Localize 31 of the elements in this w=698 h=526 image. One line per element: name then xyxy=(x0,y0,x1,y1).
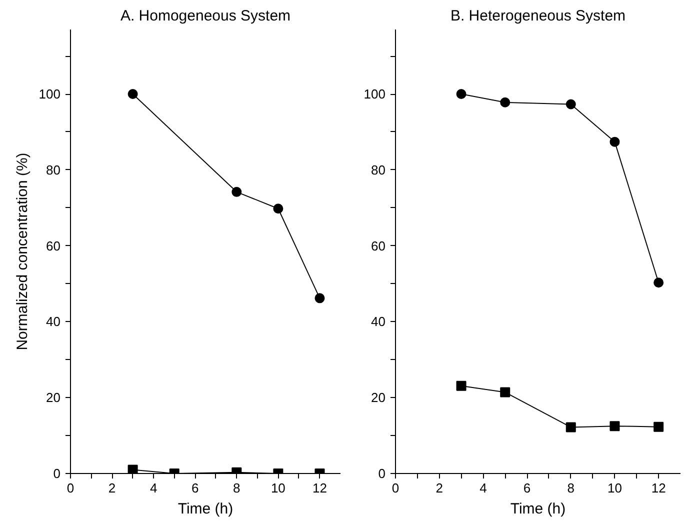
x-tick-label: 8 xyxy=(233,480,240,496)
x-tick-label: 10 xyxy=(270,480,286,496)
x-tick-label: 12 xyxy=(651,480,666,496)
y-tick-label: 100 xyxy=(364,86,386,102)
x-tick-label: 12 xyxy=(312,480,327,496)
x-tick-label: 2 xyxy=(108,480,116,496)
y-tick-label: 20 xyxy=(371,390,386,406)
x-tick-label: 4 xyxy=(150,480,158,496)
x-tick-label: 2 xyxy=(436,480,443,496)
x-tick-label: 6 xyxy=(192,480,199,496)
y-tick-label: 0 xyxy=(53,466,61,481)
y-tick-label: 80 xyxy=(371,162,386,178)
x-tick-label: 8 xyxy=(567,480,575,496)
y-tick-label: 20 xyxy=(46,390,61,406)
chart-title: A. Homogeneous System xyxy=(120,8,291,24)
x-axis-title: Time (h) xyxy=(178,500,234,518)
y-tick-label: 0 xyxy=(378,466,386,481)
y-tick-label: 100 xyxy=(38,86,61,102)
y-tick-label: 40 xyxy=(46,314,61,330)
x-tick-label: 4 xyxy=(480,480,487,496)
x-tick-label: 0 xyxy=(392,480,400,496)
y-tick-label: 40 xyxy=(371,314,386,330)
y-axis-title: Normalized concentration (%) xyxy=(14,152,31,350)
y-tick-label: 60 xyxy=(371,238,386,254)
x-axis-title: Time (h) xyxy=(510,500,566,518)
x-tick-label: 10 xyxy=(608,480,622,496)
x-tick-label: 0 xyxy=(66,480,74,496)
y-tick-label: 80 xyxy=(46,162,61,178)
x-tick-label: 6 xyxy=(523,480,531,496)
chart-title: B. Heterogeneous System xyxy=(450,8,626,24)
y-tick-label: 60 xyxy=(46,238,61,254)
